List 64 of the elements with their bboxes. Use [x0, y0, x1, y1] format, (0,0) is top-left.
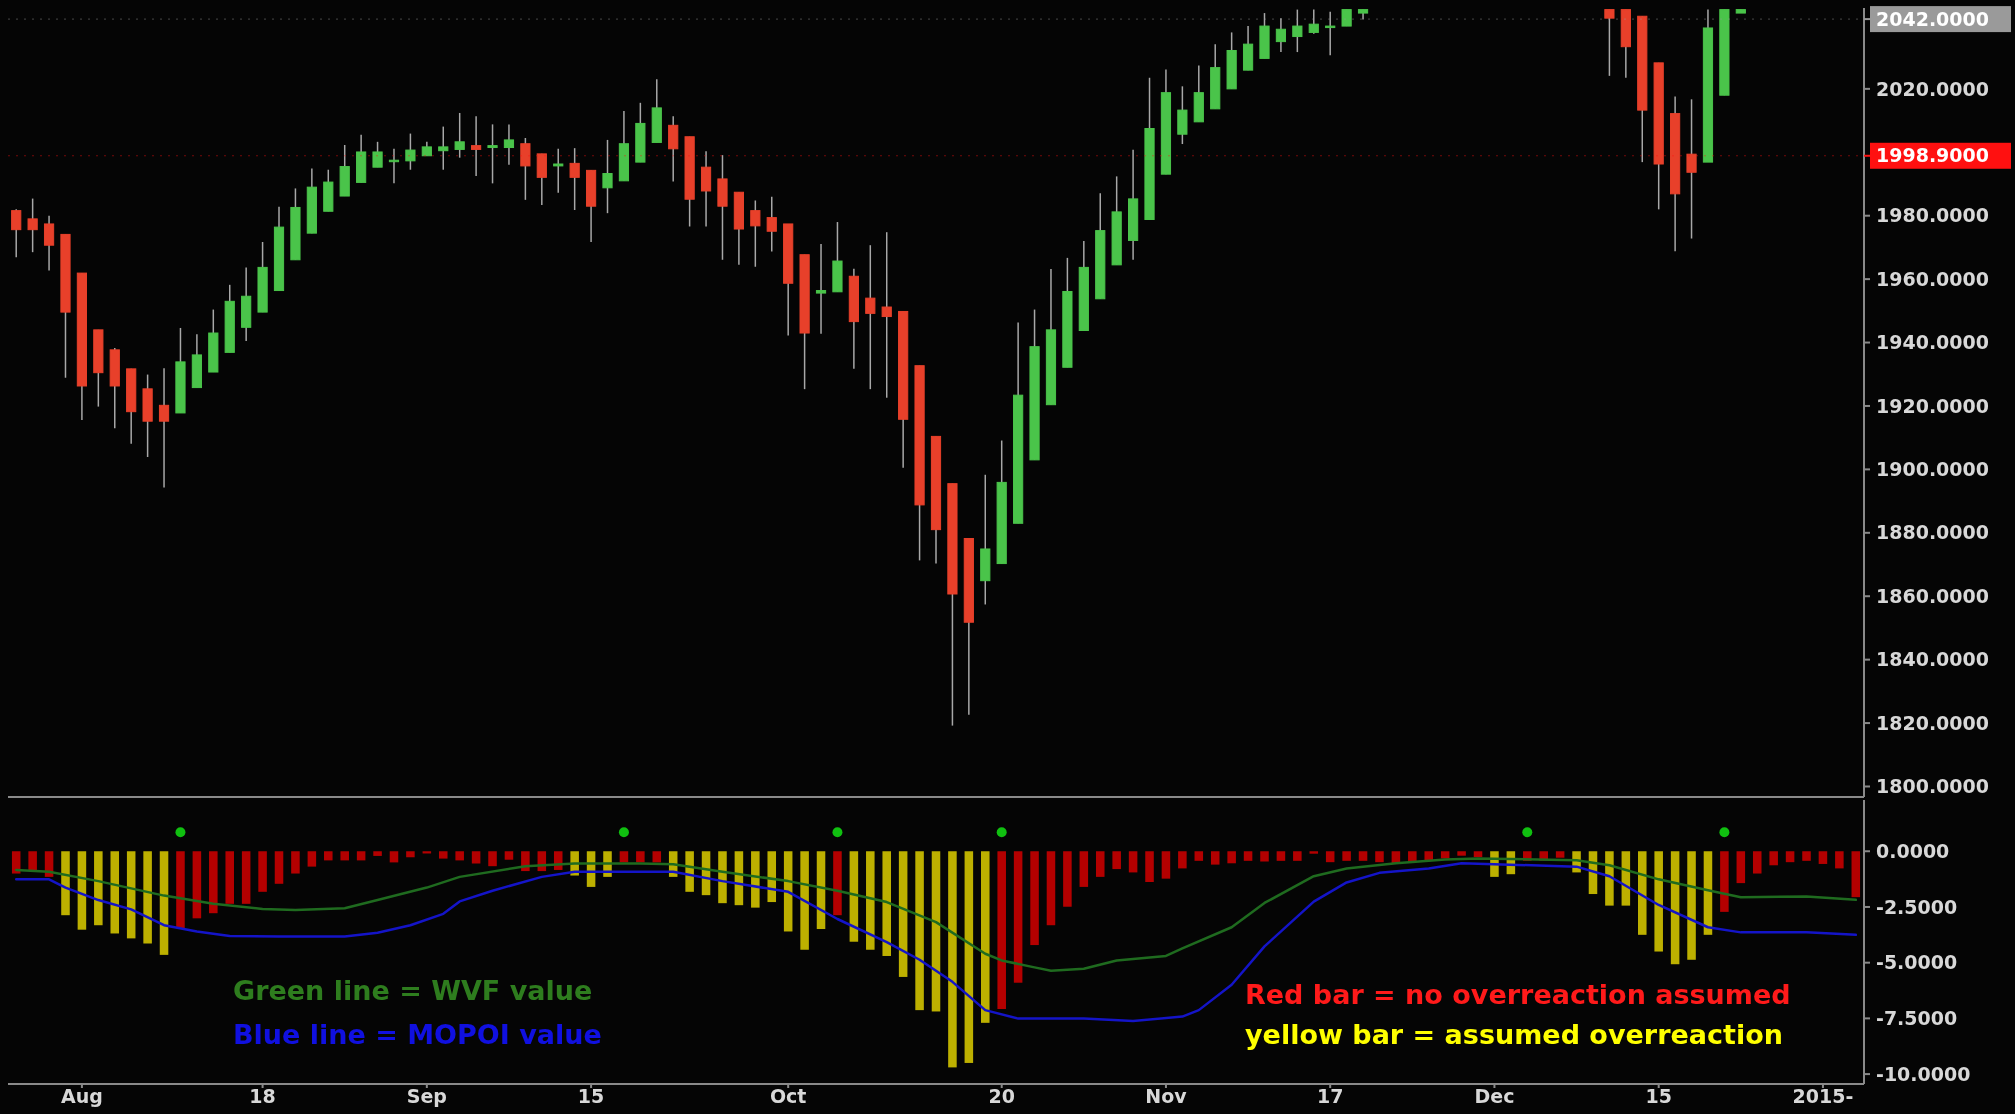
candlestick: [668, 115, 679, 183]
candlestick: [553, 148, 564, 194]
x-tick-label: 2015-: [1792, 1085, 1854, 1107]
candlestick: [700, 150, 712, 228]
annotation: yellow bar = assumed overreaction: [1245, 1019, 1783, 1050]
x-tick-label: 15: [577, 1085, 605, 1107]
candlestick: [865, 244, 876, 390]
y-tick-label: 2020.0000: [1876, 77, 1989, 100]
y-tick-label: 0.0000: [1876, 839, 1950, 862]
y-tick-label: 1860.0000: [1876, 584, 1989, 607]
candlestick: [536, 153, 547, 206]
y-tick-label: 1840.0000: [1876, 648, 1989, 671]
candlestick: [1604, 8, 1615, 77]
candlestick: [815, 243, 827, 335]
y-tick-label: -7.5000: [1876, 1007, 1958, 1030]
candlestick: [520, 137, 531, 201]
x-tick-label: Nov: [1145, 1085, 1188, 1107]
y-tick-label: -10.0000: [1876, 1062, 1971, 1085]
annotation: Blue line = MOPOI value: [233, 1019, 602, 1050]
candlestick: [487, 123, 498, 185]
candlestick: [471, 115, 482, 177]
x-tick-label: Dec: [1474, 1085, 1515, 1107]
candlestick: [11, 208, 22, 258]
annotation: Red bar = no overreaction assumed: [1245, 979, 1791, 1010]
line-series: [14, 857, 1858, 972]
x-tick-label: 17: [1316, 1085, 1344, 1107]
x-tick-label: Aug: [60, 1085, 103, 1107]
y-tick-label: 1900.0000: [1876, 458, 1989, 481]
candlestick: [372, 141, 383, 168]
ref-line-label: 2042.0000: [1876, 7, 1989, 30]
candlestick: [1275, 17, 1287, 53]
candlestick: [750, 199, 761, 268]
x-tick-label: 20: [988, 1085, 1015, 1107]
candlestick: [454, 112, 465, 159]
ref-line-label: 1998.9000: [1876, 144, 1989, 167]
y-tick-label: -5.0000: [1876, 951, 1958, 974]
candlestick: [43, 214, 55, 272]
candlestick: [1686, 98, 1697, 240]
candlestick: [27, 197, 38, 253]
candlestick: [1308, 8, 1319, 35]
line-series: [14, 862, 1858, 1023]
candlestick: [569, 147, 580, 211]
x-tick-label: 15: [1645, 1085, 1672, 1107]
y-tick-label: 1960.0000: [1876, 267, 1989, 290]
y-tick-label: 1920.0000: [1876, 394, 1989, 417]
x-tick-label: Sep: [406, 1085, 447, 1107]
x-tick-label: Oct: [769, 1085, 807, 1107]
candlestick: [602, 139, 613, 214]
candlestick: [438, 125, 449, 171]
y-tick-label: 1800.0000: [1876, 775, 1989, 798]
candlestick: [1292, 8, 1303, 53]
y-tick-label: 1940.0000: [1876, 331, 1989, 354]
candlestick: [158, 367, 170, 489]
candlestick: [503, 123, 515, 166]
y-tick-label: -2.5000: [1876, 895, 1958, 918]
y-tick-label: 1820.0000: [1876, 711, 1989, 734]
x-tick-label: 18: [249, 1085, 276, 1107]
candlestick: [881, 231, 892, 399]
y-tick-label: 1880.0000: [1876, 521, 1989, 544]
candlestick: [766, 195, 777, 253]
candlestick: [405, 132, 416, 171]
y-tick-label: 1980.0000: [1876, 204, 1989, 227]
annotation: Green line = WVF value: [233, 975, 593, 1006]
candlestick: [1325, 11, 1336, 56]
